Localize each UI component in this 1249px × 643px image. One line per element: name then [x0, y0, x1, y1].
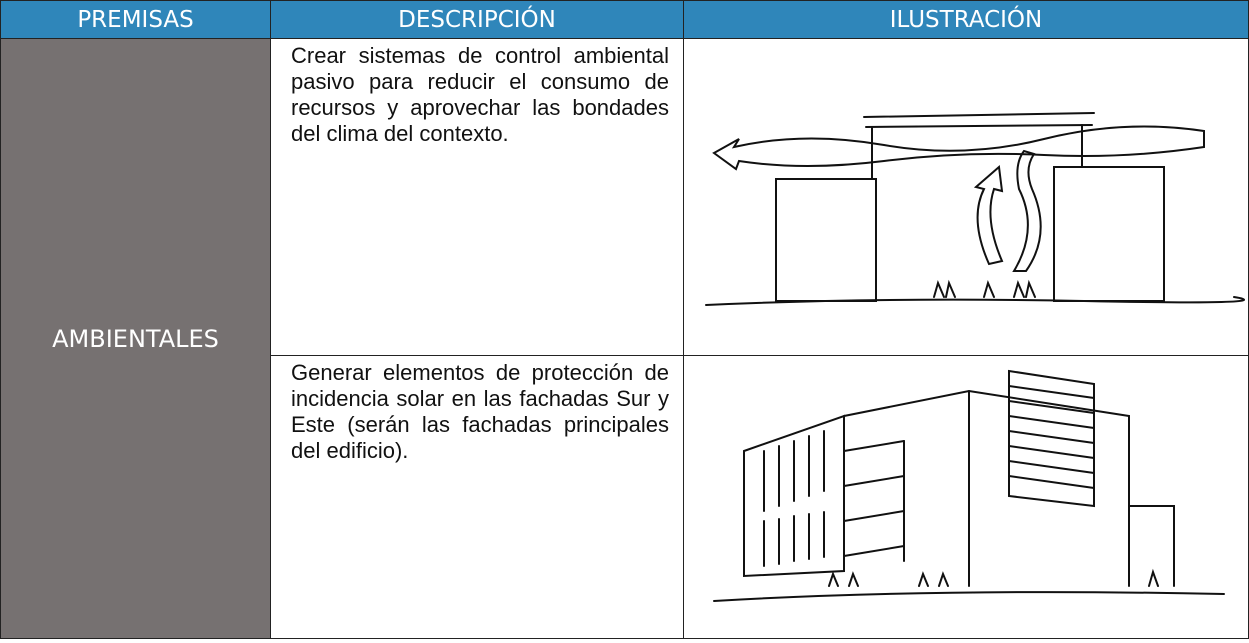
illustration-cell: [683, 355, 1249, 639]
description-cell: Generar elementos de protección de incid…: [270, 355, 684, 639]
sketch-ventilation: [705, 112, 1245, 306]
description-cell: Crear sistemas de control ambiental pasi…: [270, 38, 684, 356]
premise-cell: AMBIENTALES: [0, 38, 271, 639]
sketch-facade: [713, 369, 1225, 602]
illustration-cell: [683, 38, 1249, 356]
header-cell: PREMISAS: [0, 0, 271, 39]
header-cell: DESCRIPCIÓN: [270, 0, 684, 39]
header-cell: ILUSTRACIÓN: [683, 0, 1249, 39]
